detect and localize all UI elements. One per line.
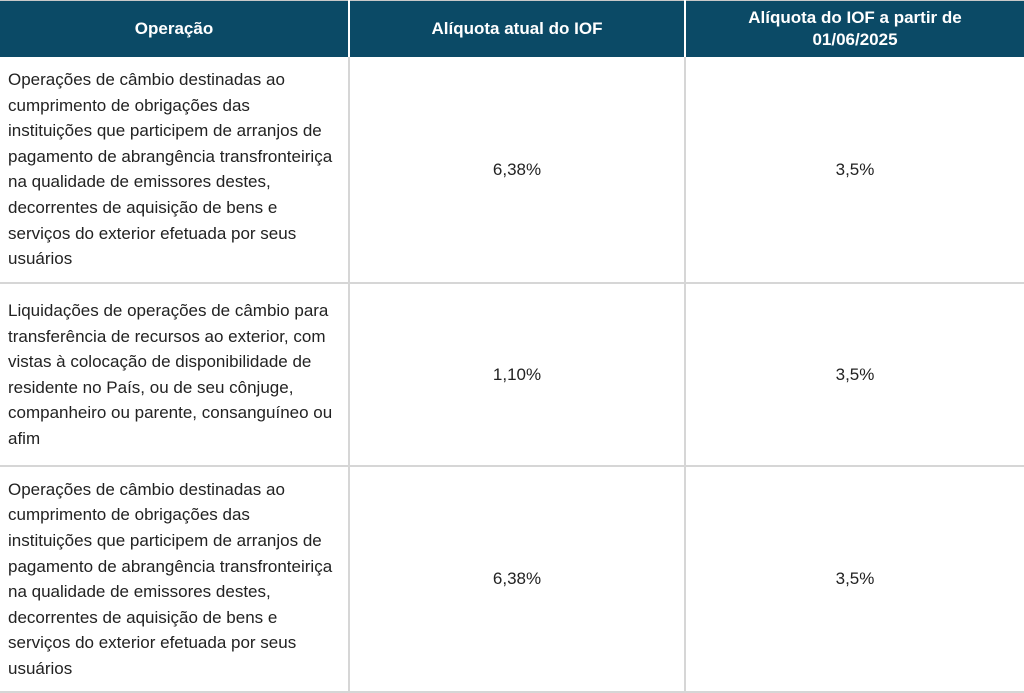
- table-body: Operações de câmbio destinadas ao cumpri…: [0, 56, 1024, 693]
- header-new-rate: Alíquota do IOF a partir de 01/06/2025: [685, 0, 1024, 57]
- table-row: Liquidações de operações de câmbio para …: [0, 283, 1024, 468]
- current-rate-cell: 6,38%: [349, 56, 686, 285]
- operation-cell: Operações de câmbio destinadas ao cumpri…: [0, 56, 350, 285]
- table-row: Operações de câmbio destinadas ao cumpri…: [0, 466, 1024, 693]
- header-current-rate: Alíquota atual do IOF: [349, 0, 686, 57]
- new-rate-cell: 3,5%: [685, 283, 1024, 468]
- new-rate-cell: 3,5%: [685, 56, 1024, 285]
- current-rate-cell: 6,38%: [349, 466, 686, 693]
- operation-cell: Liquidações de operações de câmbio para …: [0, 283, 350, 468]
- header-operation: Operação: [0, 0, 350, 57]
- header-row: Operação Alíquota atual do IOF Alíquota …: [0, 0, 1024, 57]
- new-rate-cell: 3,5%: [685, 466, 1024, 693]
- current-rate-cell: 1,10%: [349, 283, 686, 468]
- table-row: Operações de câmbio destinadas ao cumpri…: [0, 56, 1024, 285]
- table-header: Operação Alíquota atual do IOF Alíquota …: [0, 0, 1024, 57]
- operation-cell: Operações de câmbio destinadas ao cumpri…: [0, 466, 350, 693]
